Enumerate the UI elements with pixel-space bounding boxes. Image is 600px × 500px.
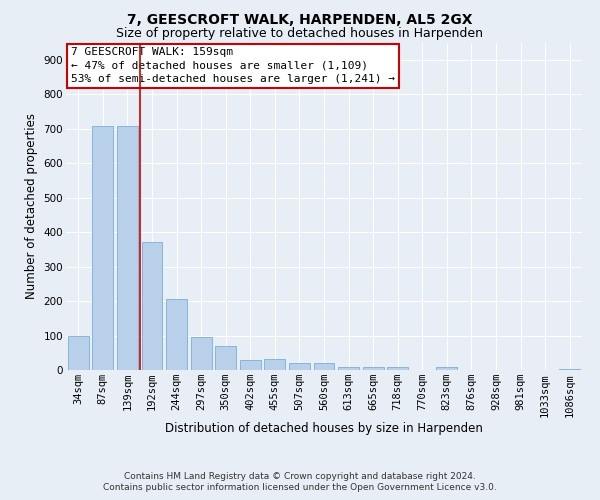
Bar <box>68 336 89 370</box>
Text: Contains HM Land Registry data © Crown copyright and database right 2024.
Contai: Contains HM Land Registry data © Crown c… <box>103 472 497 492</box>
X-axis label: Distribution of detached houses by size in Harpenden: Distribution of detached houses by size … <box>165 422 483 435</box>
Text: 7 GEESCROFT WALK: 159sqm
← 47% of detached houses are smaller (1,109)
53% of sem: 7 GEESCROFT WALK: 159sqm ← 47% of detach… <box>71 48 395 84</box>
Bar <box>240 360 261 370</box>
Bar <box>215 346 236 370</box>
Bar <box>338 366 359 370</box>
Bar <box>314 363 334 370</box>
Bar <box>166 300 187 370</box>
Bar <box>92 126 113 370</box>
Bar <box>387 366 408 370</box>
Bar <box>289 363 310 370</box>
Text: 7, GEESCROFT WALK, HARPENDEN, AL5 2GX: 7, GEESCROFT WALK, HARPENDEN, AL5 2GX <box>127 12 473 26</box>
Bar <box>191 337 212 370</box>
Bar <box>142 242 163 370</box>
Bar <box>362 366 383 370</box>
Y-axis label: Number of detached properties: Number of detached properties <box>25 114 38 299</box>
Bar <box>436 366 457 370</box>
Bar <box>265 358 286 370</box>
Text: Size of property relative to detached houses in Harpenden: Size of property relative to detached ho… <box>116 28 484 40</box>
Bar <box>117 126 138 370</box>
